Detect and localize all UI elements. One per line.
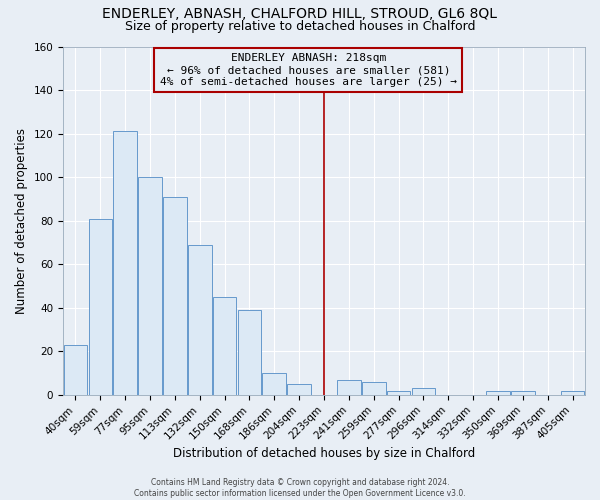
Bar [213, 297, 236, 395]
Text: Size of property relative to detached houses in Chalford: Size of property relative to detached ho… [125, 20, 475, 33]
Text: Contains HM Land Registry data © Crown copyright and database right 2024.
Contai: Contains HM Land Registry data © Crown c… [134, 478, 466, 498]
Bar [511, 390, 535, 395]
Bar [262, 373, 286, 395]
Bar [188, 244, 212, 395]
Bar [238, 310, 261, 395]
Bar [337, 380, 361, 395]
Bar [486, 390, 510, 395]
Bar [561, 390, 584, 395]
Bar [387, 390, 410, 395]
Bar [163, 196, 187, 395]
Bar [412, 388, 435, 395]
Text: ENDERLEY, ABNASH, CHALFORD HILL, STROUD, GL6 8QL: ENDERLEY, ABNASH, CHALFORD HILL, STROUD,… [103, 8, 497, 22]
X-axis label: Distribution of detached houses by size in Chalford: Distribution of detached houses by size … [173, 447, 475, 460]
Bar [89, 218, 112, 395]
Bar [138, 177, 162, 395]
Bar [362, 382, 386, 395]
Y-axis label: Number of detached properties: Number of detached properties [15, 128, 28, 314]
Bar [287, 384, 311, 395]
Text: ENDERLEY ABNASH: 218sqm
← 96% of detached houses are smaller (581)
4% of semi-de: ENDERLEY ABNASH: 218sqm ← 96% of detache… [160, 54, 457, 86]
Bar [64, 345, 87, 395]
Bar [113, 132, 137, 395]
